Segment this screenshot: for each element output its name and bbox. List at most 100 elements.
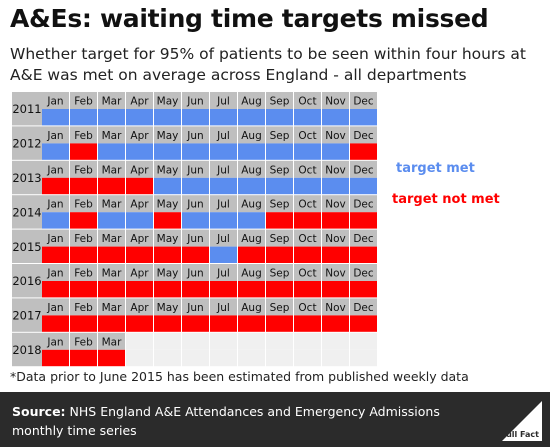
month-label: Jul [216, 302, 230, 314]
heatmap-cell [70, 109, 97, 126]
month-label-cell [154, 298, 181, 316]
heatmap-cell [350, 246, 377, 263]
heatmap-cell [350, 212, 377, 229]
month-label: Jun [186, 199, 203, 211]
month-label-cell [294, 160, 321, 178]
month-label: Mar [102, 336, 122, 348]
month-label: Jun [186, 233, 203, 245]
month-label: Apr [130, 233, 149, 245]
year-label-cell [12, 126, 42, 160]
month-label: Oct [298, 164, 316, 176]
month-label-cell [98, 126, 125, 144]
source-description: NHS England A&E Attendances and Emergenc… [12, 404, 440, 438]
year-label: 2014 [12, 205, 41, 219]
month-label-cell [294, 332, 321, 350]
month-label: Dec [353, 233, 374, 245]
heatmap-cell [238, 177, 265, 195]
month-label-cell [266, 92, 293, 109]
month-label: Jul [216, 130, 230, 142]
month-label-cell [182, 160, 209, 178]
month-label-cell [238, 264, 265, 281]
month-label: Apr [130, 164, 149, 176]
heatmap-cell [182, 212, 209, 229]
heatmap-cell [154, 349, 181, 367]
heatmap-cell [154, 315, 181, 332]
month-label: Jul [216, 96, 230, 108]
month-label-cell [266, 229, 293, 247]
month-label-cell [350, 195, 377, 213]
heatmap-cell [98, 281, 125, 298]
year-label-cell [12, 264, 42, 298]
month-label: Mar [102, 233, 122, 245]
month-label: Aug [241, 302, 262, 314]
month-label: Sep [270, 130, 290, 142]
month-label-cell [210, 229, 237, 247]
heatmap-cell [210, 315, 237, 332]
month-label-cell [294, 92, 321, 109]
heatmap-cell [210, 246, 237, 263]
heatmap-cell [266, 212, 293, 229]
month-label-cell [238, 92, 265, 109]
heatmap-cell [322, 281, 349, 298]
month-label-cell [98, 332, 125, 350]
year-label: 2018 [12, 343, 41, 357]
month-label: Sep [270, 164, 290, 176]
heatmap-cell [322, 212, 349, 229]
month-label: Feb [74, 233, 93, 245]
heatmap-cell [98, 349, 125, 367]
month-label-cell [98, 264, 125, 281]
month-label: Aug [241, 130, 262, 142]
heatmap-cell [238, 349, 265, 367]
month-label-cell [70, 264, 97, 281]
month-label-cell [322, 195, 349, 213]
month-label-cell [266, 332, 293, 350]
heatmap-cell [154, 246, 181, 263]
heatmap-cell [98, 315, 125, 332]
heatmap-cell [98, 212, 125, 229]
month-label: Sep [270, 96, 290, 108]
heatmap-cell [98, 246, 125, 263]
legend-target-met: target met [396, 161, 475, 176]
heatmap-cell [350, 143, 377, 160]
month-label-cell [182, 195, 209, 213]
month-label: Jun [186, 164, 203, 176]
month-label-cell [98, 298, 125, 316]
month-label: Dec [353, 302, 374, 314]
month-label-cell [126, 264, 153, 281]
heatmap-cell [42, 349, 69, 367]
heatmap-cell [42, 109, 69, 126]
month-label: Mar [102, 164, 122, 176]
month-label: Aug [241, 96, 262, 108]
heatmap-cell [350, 281, 377, 298]
month-label: Jan [46, 268, 63, 280]
heatmap-cell [350, 349, 377, 367]
heatmap-cell [294, 315, 321, 332]
heatmap-cell [294, 212, 321, 229]
month-label: Feb [74, 336, 93, 348]
heatmap-cell [322, 143, 349, 160]
heatmap-cell [294, 246, 321, 263]
month-label: Mar [102, 302, 122, 314]
month-label-cell [350, 160, 377, 178]
month-label: Mar [102, 199, 122, 211]
month-label: Nov [325, 130, 346, 142]
month-label: May [157, 164, 179, 176]
month-label-cell [322, 126, 349, 144]
heatmap-cell [98, 143, 125, 160]
month-label: Feb [74, 302, 93, 314]
month-label: Jun [186, 302, 203, 314]
heatmap-cell [154, 109, 181, 126]
month-label-cell [266, 195, 293, 213]
month-label: Nov [325, 199, 346, 211]
month-label: Nov [325, 96, 346, 108]
year-label-cell [12, 92, 42, 126]
month-label: Apr [130, 302, 149, 314]
month-label-cell [294, 298, 321, 316]
heatmap-cell [182, 109, 209, 126]
chart-subtitle: Whether target for 95% of patients to be… [10, 45, 526, 84]
month-label-cell [126, 195, 153, 213]
year-label: 2012 [12, 137, 41, 151]
month-label: Oct [298, 130, 316, 142]
month-label-cell [98, 160, 125, 178]
month-label-cell [182, 92, 209, 109]
